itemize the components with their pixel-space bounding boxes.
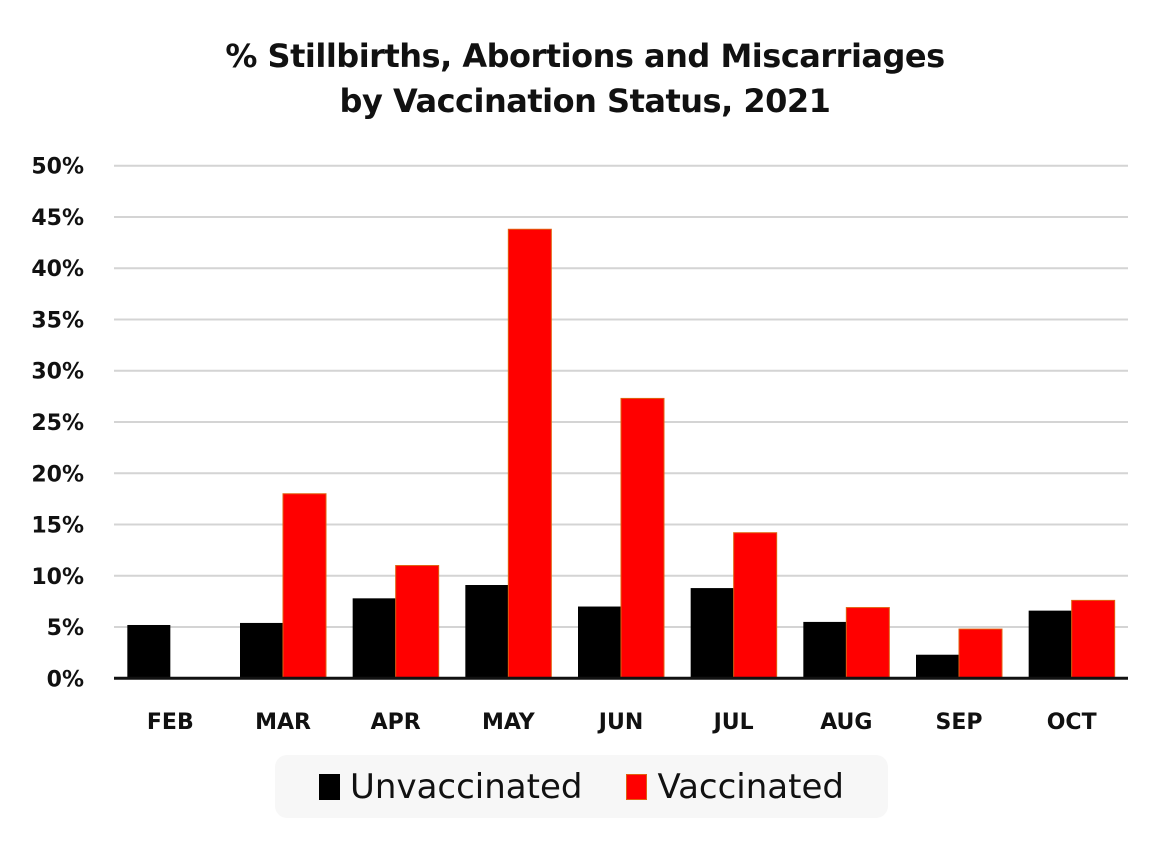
bar-unvaccinated-oct bbox=[1028, 610, 1072, 679]
bar-unvaccinated-feb bbox=[127, 624, 171, 679]
bar-unvaccinated-mar bbox=[240, 622, 283, 679]
x-tick-label: MAY bbox=[482, 710, 536, 735]
bar-vaccinated-aug bbox=[845, 607, 890, 679]
legend-swatch-unvaccinated bbox=[319, 773, 341, 800]
chart-title-line-2: by Vaccination Status, 2021 bbox=[339, 82, 831, 120]
y-tick-label: 45% bbox=[31, 206, 84, 231]
bars bbox=[127, 228, 1116, 679]
x-tick-label: JUL bbox=[712, 710, 754, 735]
x-tick-label: MAR bbox=[255, 710, 311, 735]
y-tick-label: 5% bbox=[47, 616, 84, 641]
bar-unvaccinated-jun bbox=[578, 606, 621, 679]
bar-unvaccinated-jul bbox=[690, 588, 734, 679]
bar-vaccinated-jun bbox=[620, 397, 665, 679]
y-tick-label: 40% bbox=[31, 257, 84, 282]
x-tick-label: SEP bbox=[936, 710, 983, 735]
x-tick-label: OCT bbox=[1047, 710, 1097, 735]
bar-vaccinated-may bbox=[507, 228, 552, 679]
y-tick-label: 25% bbox=[31, 411, 84, 436]
bar-unvaccinated-may bbox=[465, 585, 509, 679]
bar-unvaccinated-aug bbox=[803, 621, 847, 679]
y-axis-ticks: 0% 5% 10% 15% 20% 25% 30% 35% 40% 45% 50% bbox=[31, 155, 84, 693]
y-tick-label: 0% bbox=[47, 667, 84, 692]
legend-label-unvaccinated: Unvaccinated bbox=[350, 766, 583, 807]
bar-vaccinated-oct bbox=[1071, 599, 1116, 679]
bar-unvaccinated-sep bbox=[916, 654, 959, 679]
x-tick-label: AUG bbox=[820, 710, 872, 735]
bar-vaccinated-mar bbox=[282, 493, 327, 679]
chart-title: % Stillbirths, Abortions and Miscarriage… bbox=[0, 34, 1170, 124]
y-tick-label: 50% bbox=[31, 155, 84, 180]
chart-title-line-1: % Stillbirths, Abortions and Miscarriage… bbox=[225, 37, 945, 75]
y-tick-label: 35% bbox=[31, 308, 84, 333]
bar-unvaccinated-apr bbox=[352, 598, 396, 679]
y-tick-label: 15% bbox=[31, 514, 84, 539]
y-tick-label: 10% bbox=[31, 565, 84, 590]
y-tick-label: 30% bbox=[31, 360, 84, 385]
legend-swatch-vaccinated bbox=[626, 773, 648, 800]
x-axis-ticks: FEB MAR APR MAY JUN JUL AUG SEP OCT bbox=[147, 710, 1097, 735]
x-tick-label: JUN bbox=[597, 710, 643, 735]
legend: Unvaccinated Vaccinated bbox=[275, 755, 888, 818]
y-tick-label: 20% bbox=[31, 462, 84, 487]
legend-item-vaccinated: Vaccinated bbox=[626, 770, 844, 804]
legend-label-vaccinated: Vaccinated bbox=[657, 766, 844, 807]
bar-vaccinated-apr bbox=[395, 565, 440, 679]
bar-vaccinated-jul bbox=[733, 532, 778, 679]
x-tick-label: FEB bbox=[147, 710, 194, 735]
bar-vaccinated-sep bbox=[958, 628, 1003, 679]
x-tick-label: APR bbox=[371, 710, 421, 735]
legend-item-unvaccinated: Unvaccinated bbox=[319, 770, 582, 804]
